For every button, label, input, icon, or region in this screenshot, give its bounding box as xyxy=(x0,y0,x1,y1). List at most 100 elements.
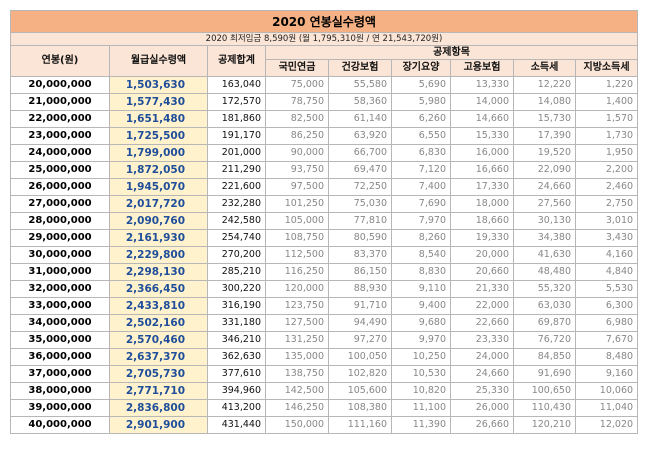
monthly-net-cell: 2,570,460 xyxy=(109,331,208,349)
total-deduction-cell: 232,280 xyxy=(207,195,266,213)
monthly-net-cell: 1,651,480 xyxy=(109,110,208,128)
health-insurance-cell: 63,920 xyxy=(328,127,392,145)
long-term-care-cell: 10,250 xyxy=(391,348,451,366)
local-income-tax-cell: 3,430 xyxy=(574,229,639,247)
header-monthly: 월급실수령액 xyxy=(109,45,208,77)
income-tax-cell: 100,650 xyxy=(513,382,576,400)
table-row: 39,000,000 2,836,800 413,200 146,250 108,380… xyxy=(10,399,639,417)
table-row: 22,000,000 1,651,480 181,860 82,500 61,140 6,… xyxy=(10,110,639,128)
annual-salary-cell: 27,000,000 xyxy=(10,195,110,213)
national-pension-cell: 112,500 xyxy=(265,246,329,264)
annual-salary-cell: 34,000,000 xyxy=(10,314,110,332)
long-term-care-cell: 7,400 xyxy=(391,178,451,196)
local-income-tax-cell: 1,570 xyxy=(574,110,639,128)
local-income-tax-cell: 10,060 xyxy=(574,382,639,400)
income-tax-cell: 41,630 xyxy=(513,246,576,264)
health-insurance-cell: 88,930 xyxy=(328,280,392,298)
employment-insurance-cell: 22,660 xyxy=(450,314,514,332)
total-deduction-cell: 211,290 xyxy=(207,161,266,179)
income-tax-cell: 48,480 xyxy=(513,263,576,281)
national-pension-cell: 86,250 xyxy=(265,127,329,145)
employment-insurance-cell: 14,000 xyxy=(450,93,514,111)
local-income-tax-cell: 8,480 xyxy=(574,348,639,366)
health-insurance-cell: 72,250 xyxy=(328,178,392,196)
income-tax-cell: 84,850 xyxy=(513,348,576,366)
table-row: 24,000,000 1,799,000 201,000 90,000 66,700 6,… xyxy=(10,144,639,162)
employment-insurance-cell: 23,330 xyxy=(450,331,514,349)
employment-insurance-cell: 16,660 xyxy=(450,161,514,179)
national-pension-cell: 105,000 xyxy=(265,212,329,230)
national-pension-cell: 123,750 xyxy=(265,297,329,315)
total-deduction-cell: 413,200 xyxy=(207,399,266,417)
employment-insurance-cell: 26,000 xyxy=(450,399,514,417)
long-term-care-cell: 6,830 xyxy=(391,144,451,162)
total-deduction-cell: 285,210 xyxy=(207,263,266,281)
employment-insurance-cell: 13,330 xyxy=(450,76,514,94)
national-pension-cell: 120,000 xyxy=(265,280,329,298)
total-deduction-cell: 172,570 xyxy=(207,93,266,111)
income-tax-cell: 22,090 xyxy=(513,161,576,179)
income-tax-cell: 15,730 xyxy=(513,110,576,128)
total-deduction-cell: 163,040 xyxy=(207,76,266,94)
monthly-net-cell: 1,577,430 xyxy=(109,93,208,111)
national-pension-cell: 142,500 xyxy=(265,382,329,400)
table-row: 28,000,000 2,090,760 242,580 105,000 77,810 7… xyxy=(10,212,639,230)
health-insurance-cell: 69,470 xyxy=(328,161,392,179)
national-pension-cell: 82,500 xyxy=(265,110,329,128)
annual-salary-cell: 33,000,000 xyxy=(10,297,110,315)
monthly-net-cell: 2,836,800 xyxy=(109,399,208,417)
health-insurance-cell: 75,030 xyxy=(328,195,392,213)
annual-salary-cell: 35,000,000 xyxy=(10,331,110,349)
long-term-care-cell: 6,550 xyxy=(391,127,451,145)
employment-insurance-cell: 21,330 xyxy=(450,280,514,298)
total-deduction-cell: 221,600 xyxy=(207,178,266,196)
monthly-net-cell: 2,637,370 xyxy=(109,348,208,366)
monthly-net-cell: 2,366,450 xyxy=(109,280,208,298)
table-row: 38,000,000 2,771,710 394,960 142,500 105,600… xyxy=(10,382,639,400)
employment-insurance-cell: 18,660 xyxy=(450,212,514,230)
income-tax-cell: 19,520 xyxy=(513,144,576,162)
income-tax-cell: 69,870 xyxy=(513,314,576,332)
local-income-tax-cell: 6,980 xyxy=(574,314,639,332)
income-tax-cell: 30,130 xyxy=(513,212,576,230)
annual-salary-cell: 32,000,000 xyxy=(10,280,110,298)
annual-salary-cell: 25,000,000 xyxy=(10,161,110,179)
table-subtitle: 2020 최저임금 8,590원 (월 1,795,310원 / 연 21,54… xyxy=(9,32,639,46)
monthly-net-cell: 2,771,710 xyxy=(109,382,208,400)
table-row: 31,000,000 2,298,130 285,210 116,250 86,150 8… xyxy=(10,263,639,281)
long-term-care-cell: 9,970 xyxy=(391,331,451,349)
health-insurance-cell: 55,580 xyxy=(328,76,392,94)
health-insurance-cell: 58,360 xyxy=(328,93,392,111)
header-health-insurance: 건강보험 xyxy=(328,59,392,77)
national-pension-cell: 75,000 xyxy=(265,76,329,94)
employment-insurance-cell: 24,660 xyxy=(450,365,514,383)
table-title: 2020 연봉실수령액 xyxy=(9,10,639,33)
health-insurance-cell: 111,160 xyxy=(328,416,392,434)
table-row: 27,000,000 2,017,720 232,280 101,250 75,030 7… xyxy=(10,195,639,213)
local-income-tax-cell: 1,400 xyxy=(574,93,639,111)
annual-salary-cell: 36,000,000 xyxy=(10,348,110,366)
annual-salary-cell: 29,000,000 xyxy=(10,229,110,247)
monthly-net-cell: 1,872,050 xyxy=(109,161,208,179)
employment-insurance-cell: 20,000 xyxy=(450,246,514,264)
header-employment-insurance: 고용보험 xyxy=(450,59,514,77)
local-income-tax-cell: 9,160 xyxy=(574,365,639,383)
header-annual: 연봉(원) xyxy=(10,45,110,77)
annual-salary-cell: 39,000,000 xyxy=(10,399,110,417)
long-term-care-cell: 8,540 xyxy=(391,246,451,264)
table-row: 40,000,000 2,901,900 431,440 150,000 111,160… xyxy=(10,416,639,434)
monthly-net-cell: 1,945,070 xyxy=(109,178,208,196)
table-row: 37,000,000 2,705,730 377,610 138,750 102,820… xyxy=(10,365,639,383)
income-tax-cell: 34,380 xyxy=(513,229,576,247)
header-total: 공제합계 xyxy=(207,45,266,77)
monthly-net-cell: 2,298,130 xyxy=(109,263,208,281)
header-local-income-tax: 지방소득세 xyxy=(574,59,639,77)
local-income-tax-cell: 11,040 xyxy=(574,399,639,417)
table-row: 25,000,000 1,872,050 211,290 93,750 69,470 7,… xyxy=(10,161,639,179)
annual-salary-cell: 21,000,000 xyxy=(10,93,110,111)
annual-salary-cell: 30,000,000 xyxy=(10,246,110,264)
employment-insurance-cell: 26,660 xyxy=(450,416,514,434)
monthly-net-cell: 2,433,810 xyxy=(109,297,208,315)
monthly-net-cell: 2,705,730 xyxy=(109,365,208,383)
table-row: 21,000,000 1,577,430 172,570 78,750 58,360 5,… xyxy=(10,93,639,111)
